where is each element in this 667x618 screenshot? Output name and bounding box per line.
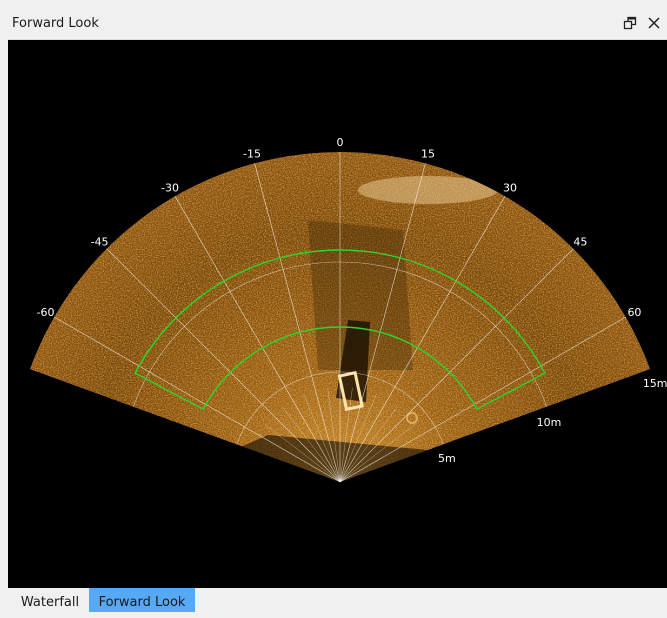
bearing-label: 60 xyxy=(627,306,641,319)
bearing-line xyxy=(339,248,574,483)
bearing-label: -60 xyxy=(37,306,55,319)
sonar-fan-display: -60 -45 -30 -15 0 15 30 45 60 5m 10m 15m xyxy=(29,136,667,483)
bearing-subline xyxy=(339,394,377,483)
bearing-label: 15 xyxy=(421,148,435,161)
panel-title: Forward Look xyxy=(12,16,99,31)
bearing-line xyxy=(54,316,341,483)
bearing-line xyxy=(106,248,341,483)
bearing-line xyxy=(339,163,426,483)
bearing-line xyxy=(339,316,626,483)
sonar-labels: -60 -45 -30 -15 0 15 30 45 60 5m 10m 15m xyxy=(37,136,667,465)
bearing-subline xyxy=(327,387,341,483)
bearing-subline xyxy=(339,406,399,483)
panel-titlebar: Forward Look xyxy=(8,8,667,40)
bearing-subline xyxy=(339,387,353,483)
bearing-subline xyxy=(264,423,341,483)
bearing-subline xyxy=(339,423,416,483)
sonar-view[interactable]: -60 -45 -30 -15 0 15 30 45 60 5m 10m 15m xyxy=(8,40,667,588)
forward-look-panel: Forward Look xyxy=(8,8,667,588)
bearing-label: -15 xyxy=(243,148,261,161)
object-shadow xyxy=(336,320,370,402)
bright-echo-band xyxy=(358,176,498,204)
region-of-interest xyxy=(134,249,546,411)
bearing-label: -30 xyxy=(161,182,179,195)
close-icon xyxy=(648,17,660,29)
bearing-label: 45 xyxy=(573,236,587,249)
roi-outline[interactable] xyxy=(134,249,546,411)
close-button[interactable] xyxy=(644,12,664,34)
bearing-label: -45 xyxy=(91,236,109,249)
small-echo xyxy=(406,412,418,424)
near-field-shadow xyxy=(29,435,651,482)
range-label: 15m xyxy=(643,377,667,390)
float-window-button[interactable] xyxy=(620,12,640,34)
view-tab-bar: Waterfall Forward Look xyxy=(8,588,667,612)
range-label: 10m xyxy=(537,416,562,429)
range-ring xyxy=(236,371,444,445)
tab-forward-look[interactable]: Forward Look xyxy=(89,588,195,612)
dark-echo-region xyxy=(308,220,413,370)
bearing-label: 30 xyxy=(503,182,517,195)
bearing-line xyxy=(174,196,341,483)
float-window-icon xyxy=(623,16,637,30)
bearing-label: 0 xyxy=(337,136,344,149)
bearing-line xyxy=(339,196,506,483)
target-object xyxy=(337,370,364,412)
bearing-subline xyxy=(281,406,341,483)
sonar-grid xyxy=(54,152,626,483)
tab-waterfall[interactable]: Waterfall xyxy=(20,595,80,610)
range-label: 5m xyxy=(438,452,456,465)
bearing-line xyxy=(254,163,341,483)
bearing-subline xyxy=(303,394,341,483)
range-ring xyxy=(132,261,548,407)
